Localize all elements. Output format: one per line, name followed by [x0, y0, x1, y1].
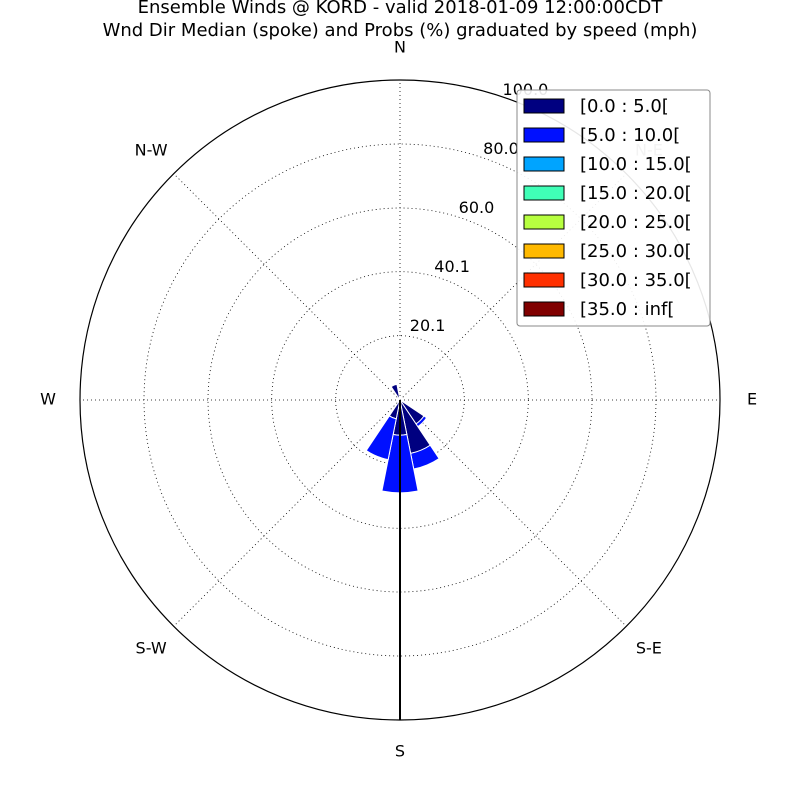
grid-circle	[143, 143, 657, 657]
r-tick-label: 40.1	[434, 257, 470, 276]
legend-swatch	[523, 214, 565, 230]
legend-box	[516, 89, 711, 327]
chart-title: Ensemble Winds @ KORD - valid 2018-01-09…	[138, 0, 664, 18]
legend-swatch	[523, 243, 565, 259]
legend-swatch	[523, 301, 565, 317]
legend-swatch	[523, 185, 565, 201]
legend-label: [5.0 : 10.0[	[580, 125, 680, 146]
legend-swatch	[523, 127, 565, 143]
grid-circle	[207, 207, 593, 593]
grid-spoke	[173, 173, 401, 401]
chart-subtitle: Wnd Dir Median (spoke) and Probs (%) gra…	[103, 20, 698, 41]
direction-label: S-E	[636, 638, 662, 657]
r-tick-label: 20.1	[410, 316, 446, 335]
grid-circle	[271, 271, 529, 529]
legend-label: [30.0 : 35.0[	[580, 270, 692, 291]
direction-label: W	[40, 390, 56, 409]
grid-spoke	[173, 399, 401, 627]
direction-label: N	[394, 38, 406, 57]
legend-swatch	[523, 156, 565, 172]
wind-bar	[365, 415, 397, 461]
legend-label: [20.0 : 25.0[	[580, 212, 692, 233]
legend-swatch	[523, 272, 565, 288]
grid-spoke	[399, 399, 627, 627]
direction-label: E	[747, 390, 757, 409]
legend-label: [0.0 : 5.0[	[580, 96, 669, 117]
legend-label: [15.0 : 20.0[	[580, 183, 692, 204]
legend-swatch	[523, 98, 565, 114]
wind-bar	[390, 383, 401, 401]
direction-label: S-W	[136, 638, 167, 657]
r-tick-label: 60.0	[459, 198, 495, 217]
legend-label: [25.0 : 30.0[	[580, 241, 692, 262]
r-tick-label: 80.0	[483, 139, 519, 158]
direction-label: N-W	[135, 141, 168, 160]
legend-label: [35.0 : inf[	[580, 299, 674, 320]
legend-label: [10.0 : 15.0[	[580, 154, 692, 175]
grid-spoke	[399, 173, 627, 401]
direction-label: S	[395, 742, 405, 761]
